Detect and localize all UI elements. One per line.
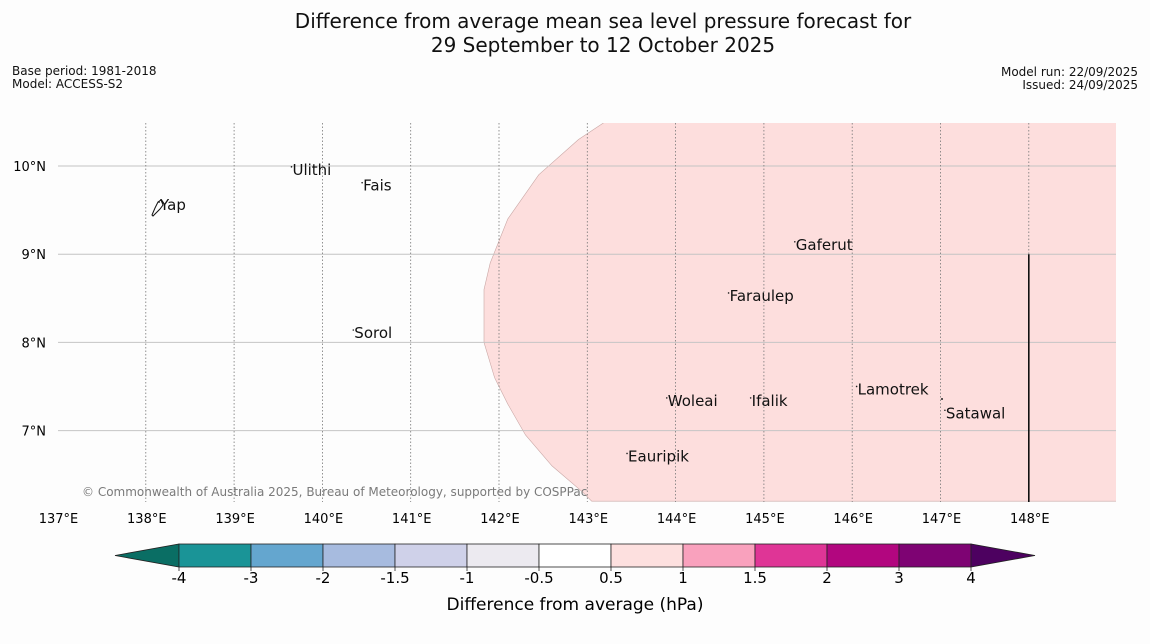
island-dot	[749, 397, 752, 399]
colorbar-segment	[250, 543, 324, 568]
colorbar-tick-label: 4	[966, 569, 976, 587]
place-label: Satawal	[946, 404, 1005, 422]
lat-tick-label: 10°N	[13, 160, 46, 175]
island-dot	[352, 329, 355, 331]
colorbar-tick-label: 3	[894, 569, 904, 587]
colorbar-tick-label: 1	[678, 569, 688, 587]
colorbar-tick-label: -2	[316, 569, 331, 587]
meta-right: Model run: 22/09/2025 Issued: 24/09/2025	[1001, 66, 1138, 92]
colorbar-tick-label: 2	[822, 569, 832, 587]
place-label: Gaferut	[796, 236, 853, 254]
colorbar-tick-label: -3	[244, 569, 259, 587]
lon-tick-label: 147°E	[922, 512, 962, 527]
lat-tick-label: 7°N	[22, 425, 47, 440]
place-label: Yap	[159, 196, 186, 214]
colorbar-segment	[466, 543, 540, 568]
place-label: Sorol	[354, 324, 392, 342]
colorbar-segment	[538, 543, 612, 568]
model-run-text: Model run: 22/09/2025	[1000, 65, 1138, 79]
lon-tick-label: 144°E	[657, 512, 697, 527]
place-label: Lamotrek	[858, 380, 929, 398]
colorbar-segment	[394, 543, 468, 568]
lon-tick-label: 141°E	[392, 512, 432, 527]
meta-left: Base period: 1981-2018 Model: ACCESS-S2	[12, 65, 157, 91]
place-label: Fais	[363, 177, 392, 195]
positive-anomaly-area	[483, 123, 1116, 502]
base-period-text: Base period: 1981-2018	[12, 64, 157, 78]
island-dot	[361, 181, 363, 184]
island-dot	[794, 240, 796, 243]
colorbar-extend-low	[114, 543, 180, 568]
island-dot	[626, 452, 628, 455]
colorbar-extend-high	[970, 543, 1036, 568]
lon-tick-label: 137°E	[39, 512, 79, 527]
model-text: Model: ACCESS-S2	[12, 77, 124, 91]
colorbar-tick-label: -4	[172, 569, 187, 587]
title-line-1: Difference from average mean sea level p…	[294, 9, 912, 33]
lon-tick-label: 139°E	[215, 512, 255, 527]
colorbar-segment	[826, 543, 900, 568]
lon-tick-label: 145°E	[745, 512, 785, 527]
island-dot	[290, 166, 293, 168]
island-dot	[855, 385, 858, 388]
place-label: Eauripik	[628, 447, 689, 465]
colorbar-tick-label: -1.5	[380, 569, 409, 587]
island-dot	[727, 292, 730, 294]
colorbar-segment	[682, 543, 756, 568]
lon-tick-label: 140°E	[304, 512, 344, 527]
island-dot	[158, 201, 160, 203]
lon-tick-label: 148°E	[1010, 512, 1050, 527]
place-label: Woleai	[668, 392, 718, 410]
island-dot	[941, 398, 943, 400]
lon-tick-label: 143°E	[569, 512, 609, 527]
lat-tick-label: 8°N	[22, 336, 47, 351]
colorbar-label: Difference from average (hPa)	[447, 595, 704, 615]
lon-tick-label: 142°E	[480, 512, 520, 527]
copyright-text: © Commonwealth of Australia 2025, Bureau…	[82, 485, 587, 499]
island-dot	[944, 409, 946, 412]
place-label: Ulithi	[292, 161, 331, 179]
yap-island-outline	[151, 199, 164, 217]
island-dot	[665, 397, 668, 399]
colorbar-tick-label: 0.5	[599, 569, 623, 587]
colorbar-segment	[322, 543, 396, 568]
lat-tick-label: 9°N	[22, 248, 47, 263]
place-label: Ifalik	[752, 392, 788, 410]
colorbar-tick-label: -1	[460, 569, 475, 587]
colorbar-segment	[178, 543, 252, 568]
place-label: Faraulep	[730, 287, 794, 305]
colorbar-tick-label: 1.5	[743, 569, 767, 587]
title-line-2: 29 September to 12 October 2025	[430, 33, 776, 57]
lon-tick-label: 146°E	[833, 512, 873, 527]
lon-tick-label: 138°E	[127, 512, 167, 527]
colorbar-segment	[610, 543, 684, 568]
chart-title: Difference from average mean sea level p…	[0, 9, 1150, 57]
issued-text: Issued: 24/09/2025	[1022, 78, 1138, 92]
colorbar-tick-label: -0.5	[524, 569, 553, 587]
colorbar-segment	[754, 543, 828, 568]
colorbar-segment	[898, 543, 972, 568]
